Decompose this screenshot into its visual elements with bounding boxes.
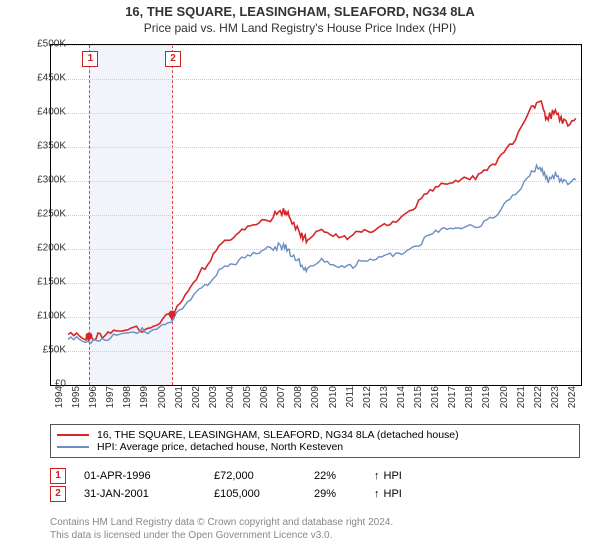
data-marker bbox=[169, 310, 176, 317]
event-row-price: £105,000 bbox=[214, 488, 314, 500]
x-axis-label: 2024 bbox=[567, 386, 578, 416]
y-axis-label: £100K bbox=[20, 311, 66, 322]
event-row-date: 31-JAN-2001 bbox=[84, 488, 214, 500]
x-axis-label: 2010 bbox=[328, 386, 339, 416]
event-flag: 2 bbox=[165, 51, 181, 67]
x-axis-label: 2003 bbox=[208, 386, 219, 416]
event-row: 1 01-APR-1996£72,00022%↑ HPI bbox=[50, 468, 580, 484]
y-axis-label: £450K bbox=[20, 73, 66, 84]
event-row-flag: 2 bbox=[50, 486, 66, 502]
y-axis-label: £300K bbox=[20, 175, 66, 186]
root: 16, THE SQUARE, LEASINGHAM, SLEAFORD, NG… bbox=[0, 0, 600, 560]
event-row-flag: 1 bbox=[50, 468, 66, 484]
x-axis-label: 2004 bbox=[225, 386, 236, 416]
y-axis-label: £250K bbox=[20, 209, 66, 220]
data-marker bbox=[86, 333, 93, 340]
event-row-rel: HPI bbox=[384, 470, 402, 482]
chart-plot-area: 12 bbox=[50, 44, 582, 386]
series-hpi bbox=[68, 165, 576, 343]
x-axis-label: 2016 bbox=[430, 386, 441, 416]
chart-lines bbox=[51, 45, 581, 385]
x-axis-label: 1994 bbox=[54, 386, 65, 416]
y-axis-label: £50K bbox=[20, 345, 66, 356]
event-row-rel: HPI bbox=[384, 488, 402, 500]
x-axis-label: 2008 bbox=[293, 386, 304, 416]
x-axis-label: 2020 bbox=[499, 386, 510, 416]
x-axis-label: 2018 bbox=[464, 386, 475, 416]
legend: 16, THE SQUARE, LEASINGHAM, SLEAFORD, NG… bbox=[50, 424, 580, 458]
footnote-line1: Contains HM Land Registry data © Crown c… bbox=[50, 516, 580, 529]
x-axis-label: 2015 bbox=[413, 386, 424, 416]
x-axis-label: 1997 bbox=[105, 386, 116, 416]
x-axis-label: 2021 bbox=[516, 386, 527, 416]
y-axis-label: £150K bbox=[20, 277, 66, 288]
y-axis-label: £400K bbox=[20, 107, 66, 118]
x-axis-label: 2006 bbox=[259, 386, 270, 416]
footnote: Contains HM Land Registry data © Crown c… bbox=[50, 516, 580, 542]
legend-item: 16, THE SQUARE, LEASINGHAM, SLEAFORD, NG… bbox=[57, 429, 573, 441]
x-axis-label: 1995 bbox=[71, 386, 82, 416]
x-axis-label: 2023 bbox=[550, 386, 561, 416]
x-axis-label: 1999 bbox=[139, 386, 150, 416]
y-axis-label: £200K bbox=[20, 243, 66, 254]
event-row-date: 01-APR-1996 bbox=[84, 470, 214, 482]
x-axis-label: 2012 bbox=[362, 386, 373, 416]
x-axis-label: 2005 bbox=[242, 386, 253, 416]
legend-swatch bbox=[57, 434, 89, 436]
x-axis-label: 2014 bbox=[396, 386, 407, 416]
event-row-price: £72,000 bbox=[214, 470, 314, 482]
x-axis-label: 1996 bbox=[88, 386, 99, 416]
arrow-up-icon: ↑ bbox=[374, 488, 380, 500]
legend-label: 16, THE SQUARE, LEASINGHAM, SLEAFORD, NG… bbox=[97, 429, 459, 441]
x-axis-label: 2019 bbox=[481, 386, 492, 416]
y-axis-label: £500K bbox=[20, 39, 66, 50]
x-axis-label: 2011 bbox=[345, 386, 356, 416]
x-axis-label: 2007 bbox=[276, 386, 287, 416]
event-flag: 1 bbox=[82, 51, 98, 67]
arrow-up-icon: ↑ bbox=[374, 470, 380, 482]
legend-item: HPI: Average price, detached house, Nort… bbox=[57, 441, 573, 453]
event-row: 2 31-JAN-2001£105,00029%↑ HPI bbox=[50, 486, 580, 502]
title-area: 16, THE SQUARE, LEASINGHAM, SLEAFORD, NG… bbox=[0, 0, 600, 37]
footnote-line2: This data is licensed under the Open Gov… bbox=[50, 529, 580, 542]
legend-label: HPI: Average price, detached house, Nort… bbox=[97, 441, 343, 453]
chart-subtitle: Price paid vs. HM Land Registry's House … bbox=[0, 21, 600, 35]
legend-swatch bbox=[57, 446, 89, 448]
chart-title: 16, THE SQUARE, LEASINGHAM, SLEAFORD, NG… bbox=[0, 4, 600, 19]
event-table: 1 01-APR-1996£72,00022%↑ HPI 2 31-JAN-2001£1… bbox=[50, 466, 580, 504]
event-row-pct: 22% bbox=[314, 470, 374, 482]
x-axis-label: 2000 bbox=[157, 386, 168, 416]
x-axis-label: 2009 bbox=[310, 386, 321, 416]
event-row-pct: 29% bbox=[314, 488, 374, 500]
x-axis-label: 2022 bbox=[533, 386, 544, 416]
y-axis-label: £350K bbox=[20, 141, 66, 152]
x-axis-label: 2002 bbox=[191, 386, 202, 416]
x-axis-label: 2013 bbox=[379, 386, 390, 416]
x-axis-label: 2017 bbox=[447, 386, 458, 416]
x-axis-label: 1998 bbox=[122, 386, 133, 416]
series-price_paid bbox=[68, 101, 576, 341]
x-axis-label: 2001 bbox=[174, 386, 185, 416]
